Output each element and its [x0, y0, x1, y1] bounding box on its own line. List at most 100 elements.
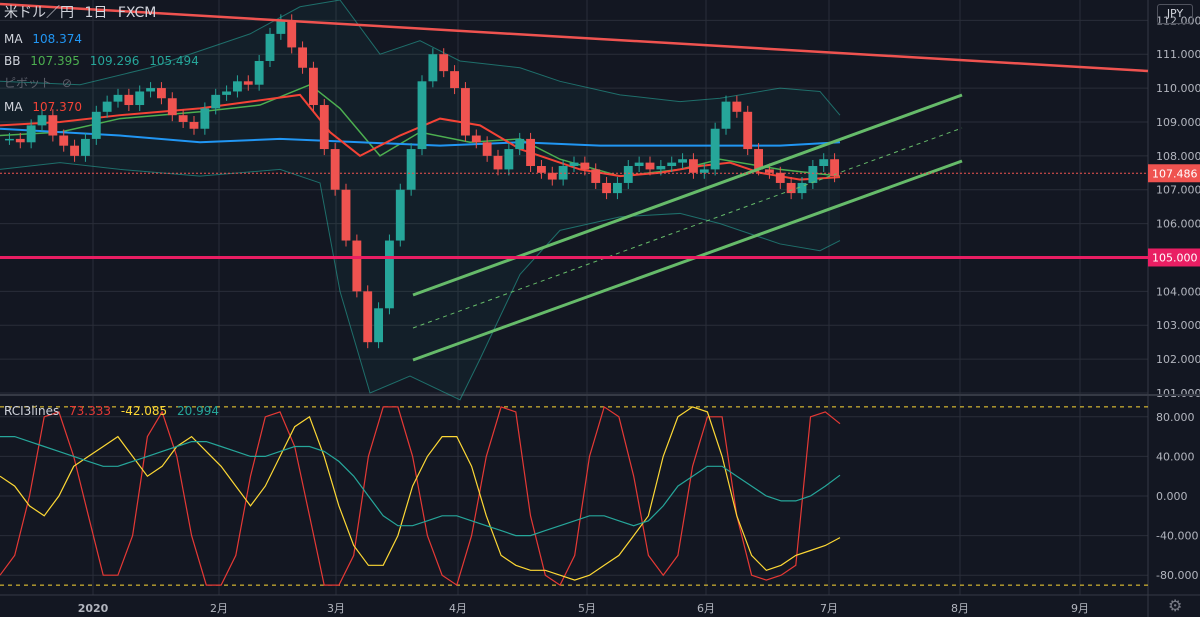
- rci-tick-label: -40.000: [1156, 530, 1198, 543]
- bb-legend[interactable]: BB 107.395 109.296 105.494: [4, 54, 205, 68]
- candle-body: [547, 172, 557, 180]
- candle-body: [265, 33, 275, 61]
- candle-body: [37, 115, 47, 126]
- pivot-legend[interactable]: ピボット ⊘: [4, 76, 78, 90]
- candle-body: [797, 182, 807, 194]
- price-tick-label: 106.000: [1156, 218, 1200, 231]
- candle-body: [493, 155, 503, 170]
- ma1-legend[interactable]: MA 108.374: [4, 32, 88, 46]
- price-tick-label: 108.000: [1156, 150, 1200, 163]
- last-price-label: 107.486: [1152, 167, 1198, 180]
- time-tick-label: 9月: [1071, 602, 1089, 615]
- candle-body: [602, 182, 611, 194]
- candle-body: [667, 162, 677, 167]
- candle-body: [765, 169, 774, 173]
- candle-body: [710, 128, 720, 170]
- ma2-value: 107.370: [32, 100, 83, 114]
- candle-body: [591, 169, 601, 183]
- candle-body: [439, 54, 449, 72]
- candle-body: [526, 138, 535, 167]
- price-tick-label: 101.000: [1156, 387, 1200, 400]
- candle-body: [819, 159, 829, 167]
- candle-body: [580, 162, 590, 170]
- candle-body: [775, 172, 785, 183]
- ma2-legend[interactable]: MA 107.370: [4, 100, 88, 114]
- candle-body: [341, 189, 351, 241]
- bb-upper: 109.296: [89, 54, 140, 68]
- candle-body: [645, 162, 655, 170]
- candle-body: [623, 166, 633, 183]
- candle-body: [287, 20, 297, 48]
- candle-body: [743, 111, 753, 150]
- candle-body: [254, 60, 264, 85]
- candle-body: [461, 88, 470, 136]
- eye-hidden-icon[interactable]: ⊘: [61, 76, 72, 90]
- candle-body: [689, 159, 698, 173]
- ma1-value: 108.374: [32, 32, 83, 46]
- price-tick-label: 107.000: [1156, 184, 1200, 197]
- price-tick-label: 110.000: [1156, 82, 1200, 95]
- time-tick-label: 4月: [449, 602, 467, 615]
- ma1-name: MA: [4, 32, 23, 46]
- gear-icon[interactable]: ⚙: [1168, 596, 1183, 615]
- rci-short-line: [0, 405, 841, 587]
- candle-body: [613, 182, 622, 194]
- candle-body: [428, 54, 438, 82]
- candle-body: [135, 91, 145, 106]
- candle-body: [124, 94, 134, 106]
- bb-upper-line: [0, 0, 841, 116]
- candle-body: [406, 149, 416, 190]
- level-105-label: 105.000: [1152, 251, 1198, 264]
- candle-body: [385, 240, 394, 309]
- bb-envelope-fill: [0, 0, 840, 400]
- symbol-name: 米ドル／円: [4, 5, 74, 21]
- rci-tick-label: 0.000: [1156, 490, 1188, 503]
- candle-body: [558, 166, 568, 180]
- candle-body: [808, 166, 818, 183]
- candle-body: [634, 162, 644, 167]
- candle-body: [91, 111, 101, 139]
- time-tick-label: 6月: [697, 602, 715, 615]
- rci-tick-label: -80.000: [1156, 569, 1198, 582]
- ma2-name: MA: [4, 100, 23, 114]
- bb-name: BB: [4, 54, 21, 68]
- candle-body: [395, 189, 405, 241]
- candle-body: [721, 101, 731, 129]
- channel-lower-line: [412, 159, 963, 362]
- candle-body: [363, 291, 373, 343]
- candle-body: [537, 166, 546, 173]
- candle-body: [167, 98, 177, 116]
- bb-lower-line: [0, 162, 841, 401]
- currency-button[interactable]: JPY: [1157, 4, 1193, 24]
- candle-body: [146, 88, 155, 92]
- candle-body: [189, 121, 199, 129]
- bb-lower: 105.494: [149, 54, 199, 68]
- candle-body: [504, 149, 514, 170]
- channel-mid-line: [412, 127, 963, 329]
- resistance-trend-line: [0, 2, 1149, 73]
- candle-body: [81, 138, 90, 156]
- candle-body: [276, 20, 286, 34]
- candle-body: [15, 138, 25, 143]
- candle-body: [48, 115, 58, 136]
- price-tick-label: 104.000: [1156, 285, 1200, 298]
- candle-body: [699, 169, 709, 173]
- candle-body: [70, 145, 79, 156]
- candle-body: [471, 135, 481, 143]
- price-tick-label: 103.000: [1156, 319, 1200, 332]
- last-price-badge: [1148, 164, 1200, 183]
- candle-body: [200, 108, 210, 129]
- candle-body: [786, 182, 796, 194]
- candle-body: [309, 67, 318, 106]
- symbol-header[interactable]: 米ドル／円 1日 FXCM: [4, 6, 162, 20]
- candle-body: [569, 162, 579, 167]
- price-tick-label: 102.000: [1156, 353, 1200, 366]
- candle-body: [417, 81, 427, 150]
- time-tick-label: 3月: [327, 602, 345, 615]
- candle-body: [678, 159, 687, 163]
- rci-legend[interactable]: RCI3lines 73.333 -42.085 20.994: [4, 404, 225, 418]
- rci-tick-label: 80.000: [1156, 411, 1195, 424]
- time-tick-label: 2月: [210, 602, 228, 615]
- price-tick-label: 112.000: [1156, 14, 1200, 27]
